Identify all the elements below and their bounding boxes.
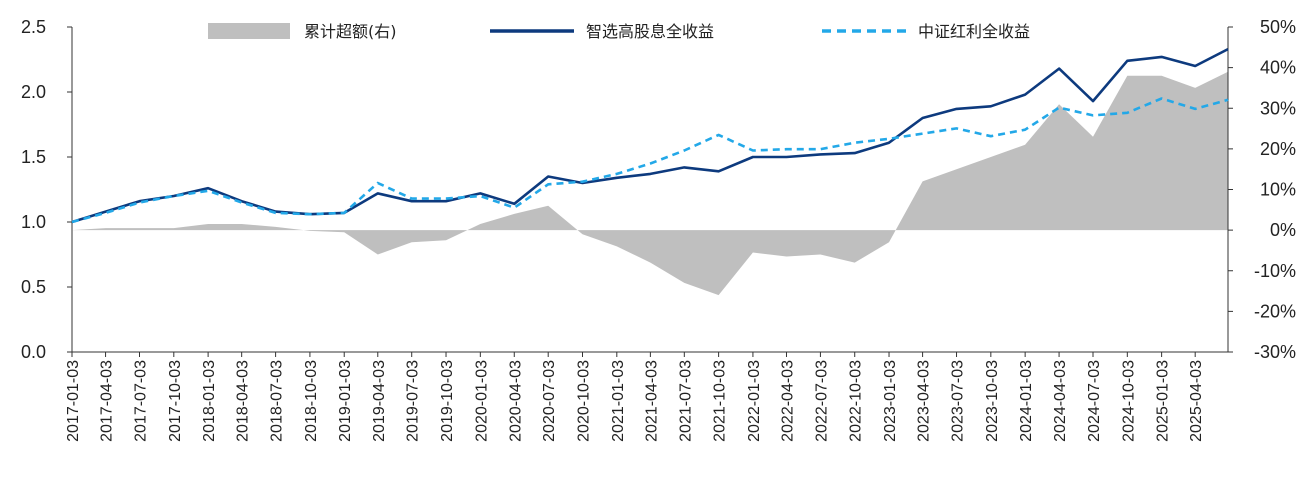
right-tick-label: -30% [1254, 342, 1296, 362]
x-tick-label: 2021-10-03 [712, 360, 729, 442]
x-tick-label: 2020-01-03 [473, 360, 490, 442]
right-tick-label: -20% [1254, 301, 1296, 321]
x-tick-label: 2022-10-03 [848, 360, 865, 442]
x-tick-label: 2018-07-03 [269, 360, 286, 442]
right-tick-label: 0% [1270, 220, 1296, 240]
legend-label: 智选高股息全收益 [586, 22, 714, 41]
x-tick-label: 2019-10-03 [439, 360, 456, 442]
x-tick-label: 2023-10-03 [984, 360, 1001, 442]
left-tick-label: 0.0 [21, 342, 46, 362]
legend: 累计超额(右) 智选高股息全收益 中证红利全收益 [208, 22, 1030, 41]
right-tick-label: 50% [1260, 17, 1296, 37]
x-tick-label: 2020-04-03 [507, 360, 524, 442]
x-tick-label: 2017-01-03 [65, 360, 82, 442]
x-tick-label: 2021-04-03 [643, 360, 660, 442]
x-tick-label: 2019-07-03 [405, 360, 422, 442]
left-tick-label: 1.0 [21, 212, 46, 232]
x-tick-label: 2018-04-03 [235, 360, 252, 442]
legend-label: 累计超额(右) [304, 22, 397, 41]
x-tick-label: 2020-07-03 [541, 360, 558, 442]
x-tick-label: 2022-04-03 [780, 360, 797, 442]
x-tick-label: 2018-01-03 [201, 360, 218, 442]
x-tick-label: 2022-07-03 [813, 360, 830, 442]
x-tick-label: 2018-10-03 [303, 360, 320, 442]
right-tick-label: 10% [1260, 180, 1296, 200]
legend-swatch-area [208, 23, 290, 39]
x-tick-label: 2021-07-03 [677, 360, 694, 442]
series-line-csi-dividend [71, 97, 1229, 224]
x-tick-label: 2024-07-03 [1086, 360, 1103, 442]
x-tick-label: 2017-04-03 [99, 360, 116, 442]
right-tick-label: 30% [1260, 98, 1296, 118]
x-tick-label: 2017-10-03 [167, 360, 184, 442]
x-tick-label: 2017-07-03 [133, 360, 150, 442]
x-tick-label: 2023-07-03 [950, 360, 967, 442]
x-tick-label: 2024-01-03 [1018, 360, 1035, 442]
right-tick-label: 20% [1260, 139, 1296, 159]
right-tick-label: 40% [1260, 58, 1296, 78]
left-tick-label: 2.5 [21, 17, 46, 37]
x-tick-label: 2019-01-03 [337, 360, 354, 442]
lines-layer [71, 47, 1229, 224]
x-tick-label: 2023-04-03 [916, 360, 933, 442]
x-tick-label: 2019-04-03 [371, 360, 388, 442]
right-tick-label: -10% [1254, 261, 1296, 281]
x-tick-label: 2025-04-03 [1188, 360, 1205, 442]
x-tick-label: 2023-01-03 [882, 360, 899, 442]
x-tick-label: 2021-01-03 [610, 360, 627, 442]
left-tick-label: 0.5 [21, 277, 46, 297]
axes-layer: 0.0 0.5 1.0 1.5 2.0 2.5 -30% -20% -10% 0% 10% 20% 30… [21, 17, 1296, 442]
x-tick-label: 2024-10-03 [1120, 360, 1137, 442]
x-tick-label: 2022-01-03 [746, 360, 763, 442]
x-tick-label: 2020-10-03 [576, 360, 593, 442]
legend-label: 中证红利全收益 [918, 22, 1030, 41]
series-excess-area [72, 71, 1228, 296]
x-tick-label: 2024-04-03 [1052, 360, 1069, 442]
x-tick-label: 2025-01-03 [1155, 360, 1172, 442]
left-tick-label: 1.5 [21, 147, 46, 167]
left-tick-label: 2.0 [21, 82, 46, 102]
excess-area-layer [72, 71, 1228, 296]
